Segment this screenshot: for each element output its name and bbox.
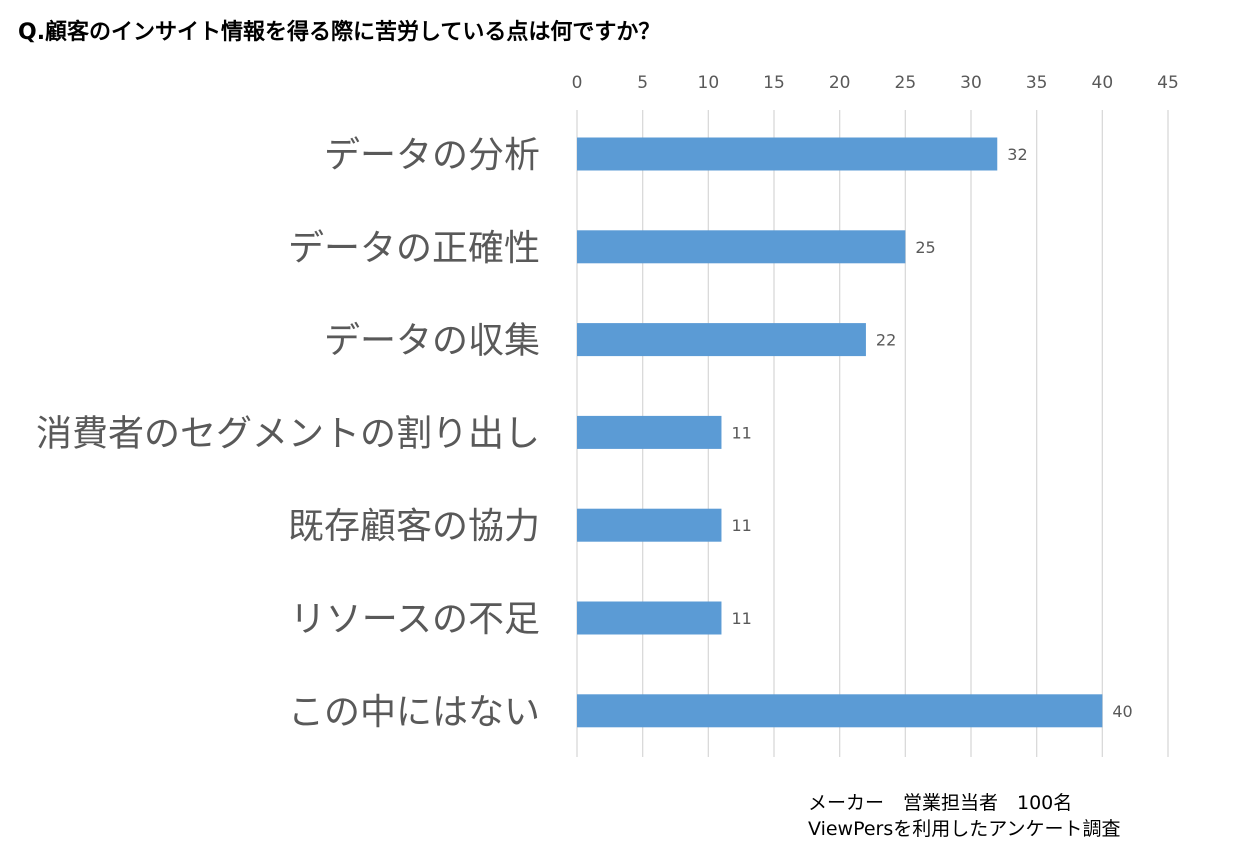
category-label: 既存顧客の協力 <box>288 506 540 547</box>
category-label: この中にはない <box>288 692 540 733</box>
x-tick-label: 30 <box>960 73 982 93</box>
category-label: データの分析 <box>324 135 540 176</box>
x-tick-label: 10 <box>698 73 720 93</box>
bar <box>577 415 722 449</box>
bar <box>577 508 722 542</box>
data-label: 22 <box>876 331 896 350</box>
category-labels: データの分析データの正確性データの収集消費者のセグメントの割り出し既存顧客の協力… <box>36 135 540 733</box>
category-label: 消費者のセグメントの割り出し <box>36 413 540 454</box>
data-label: 40 <box>1112 702 1132 721</box>
survey-note-method: ViewPersを利用したアンケート調査 <box>808 818 1121 840</box>
x-tick-label: 15 <box>763 73 785 93</box>
bar <box>577 230 906 264</box>
data-label: 11 <box>731 423 751 442</box>
data-labels: 32 25 22 11 11 11 40 <box>731 145 1132 721</box>
bar <box>577 694 1103 728</box>
bar <box>577 137 998 171</box>
category-label: データの収集 <box>324 321 540 362</box>
x-axis-ticks: 0 5 10 15 20 25 30 35 40 45 <box>572 73 1179 93</box>
data-label: 25 <box>915 238 935 257</box>
x-tick-label: 25 <box>895 73 917 93</box>
category-label: データの正確性 <box>288 228 540 269</box>
data-label: 32 <box>1007 145 1027 164</box>
x-tick-label: 40 <box>1092 73 1114 93</box>
bar <box>577 323 866 357</box>
x-tick-label: 45 <box>1157 73 1179 93</box>
x-tick-label: 35 <box>1026 73 1048 93</box>
survey-note-respondents: メーカー 営業担当者 100名 <box>808 792 1073 814</box>
x-tick-label: 5 <box>637 73 648 93</box>
data-label: 11 <box>731 516 751 535</box>
x-tick-label: 20 <box>829 73 851 93</box>
x-tick-label: 0 <box>572 73 583 93</box>
category-label: リソースの不足 <box>290 599 540 640</box>
bar <box>577 601 722 635</box>
data-label: 11 <box>731 609 751 628</box>
bars <box>577 137 1103 728</box>
chart-title: Q.顧客のインサイト情報を得る際に苦労している点は何ですか？ <box>18 20 661 45</box>
